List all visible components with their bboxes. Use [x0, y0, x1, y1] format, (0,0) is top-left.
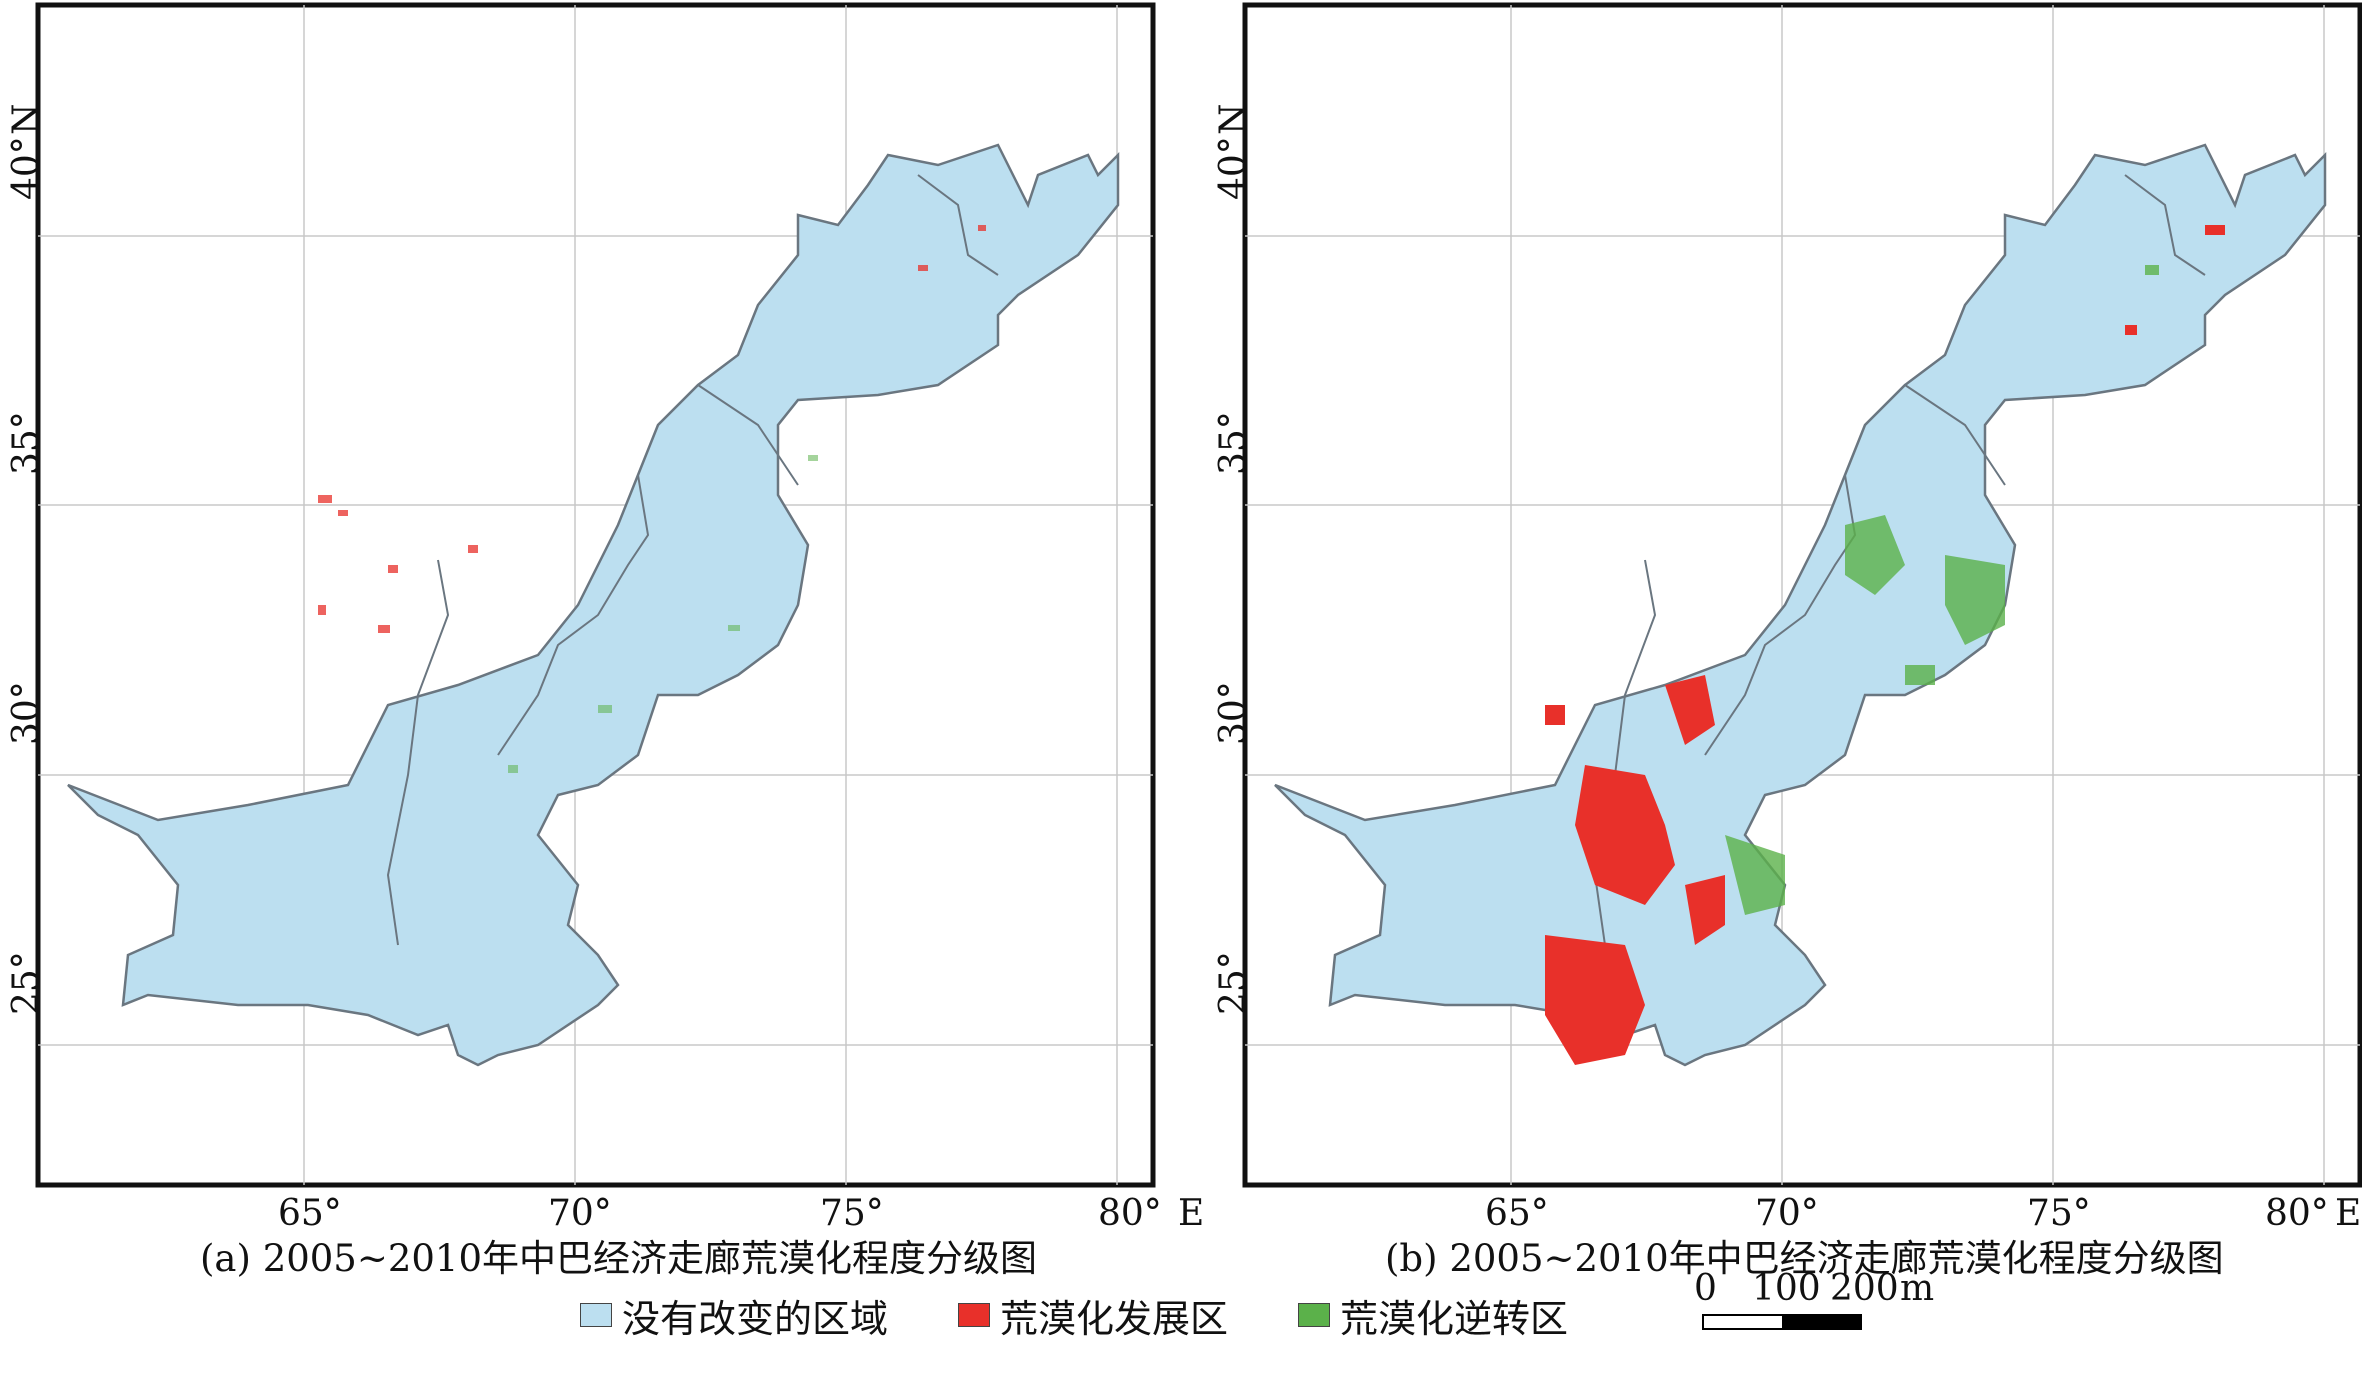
legend: 没有改变的区域 荒漠化发展区 荒漠化逆转区: [580, 1288, 1638, 1343]
internal-boundaries-a: [386, 174, 999, 946]
legend-swatch-reversal: [1298, 1303, 1331, 1327]
lon-label-75: 75°: [820, 1193, 884, 1234]
legend-label-unchanged: 没有改变的区域: [622, 1296, 889, 1341]
lat-label-30: 30°: [6, 681, 47, 745]
legend-item-unchanged: 没有改变的区域: [580, 1288, 888, 1343]
lon-label-80: 80°: [2265, 1193, 2329, 1234]
scale-tick-0: 0: [1694, 1268, 1717, 1309]
lat-axis-suffix: N: [1213, 103, 1254, 136]
lon-label-75: 75°: [2027, 1193, 2091, 1234]
caption-b: (b) 2005~2010年中巴经济走廊荒漠化程度分级图: [1385, 1237, 2224, 1280]
legend-label-reversal: 荒漠化逆转区: [1340, 1296, 1569, 1341]
lat-axis-suffix: N: [6, 103, 47, 136]
scale-tick-200: 200: [1830, 1268, 1899, 1309]
legend-swatch-desertification: [958, 1303, 991, 1327]
scale-unit: m: [1900, 1268, 1935, 1309]
legend-item-desertification: 荒漠化发展区: [958, 1288, 1228, 1343]
lat-label-30: 30°: [1213, 681, 1254, 745]
map-panel-a: 40° N 35° 30° 25° 65° 70° 75° 80° E: [6, 2, 1204, 1234]
lon-label-65: 65°: [278, 1193, 342, 1234]
map-frame-b: [1242, 2, 2362, 1188]
legend-swatch-unchanged: [580, 1303, 612, 1327]
desertification-patches-a: [318, 225, 986, 633]
lon-label-65: 65°: [1485, 1193, 1549, 1234]
desertification-patches-b: [1545, 225, 2225, 1065]
lon-label-70: 70°: [548, 1193, 612, 1234]
lat-label-25: 25°: [6, 951, 47, 1015]
lat-label-35: 35°: [6, 411, 47, 475]
country-region-a: [67, 143, 1120, 1067]
legend-item-reversal: 荒漠化逆转区: [1298, 1288, 1568, 1343]
scale-bar-graphic: [1702, 1314, 1862, 1330]
scale-tick-100: 100: [1752, 1268, 1821, 1309]
lat-label-25: 25°: [1213, 951, 1254, 1015]
map-panel-b: 40° N 35° 30° 25° 65° 70° 75° 80° E: [1213, 2, 2362, 1234]
lat-label-35: 35°: [1213, 411, 1254, 475]
lon-label-80: 80°: [1098, 1193, 1162, 1234]
scale-bar: 0 100 200 m: [1694, 1268, 1934, 1358]
legend-label-desertification: 荒漠化发展区: [1000, 1296, 1229, 1341]
reversal-patches-a: [508, 455, 818, 773]
lat-label-40: 40°: [1213, 136, 1254, 200]
lat-label-40: 40°: [6, 136, 47, 200]
lon-axis-suffix: E: [1178, 1193, 1205, 1234]
caption-a: (a) 2005~2010年中巴经济走廊荒漠化程度分级图: [200, 1237, 1038, 1280]
lon-axis-suffix: E: [2335, 1193, 2362, 1234]
reversal-patches-b: [1725, 265, 2159, 915]
lon-label-70: 70°: [1755, 1193, 1819, 1234]
map-frame-a: [35, 2, 1156, 1188]
